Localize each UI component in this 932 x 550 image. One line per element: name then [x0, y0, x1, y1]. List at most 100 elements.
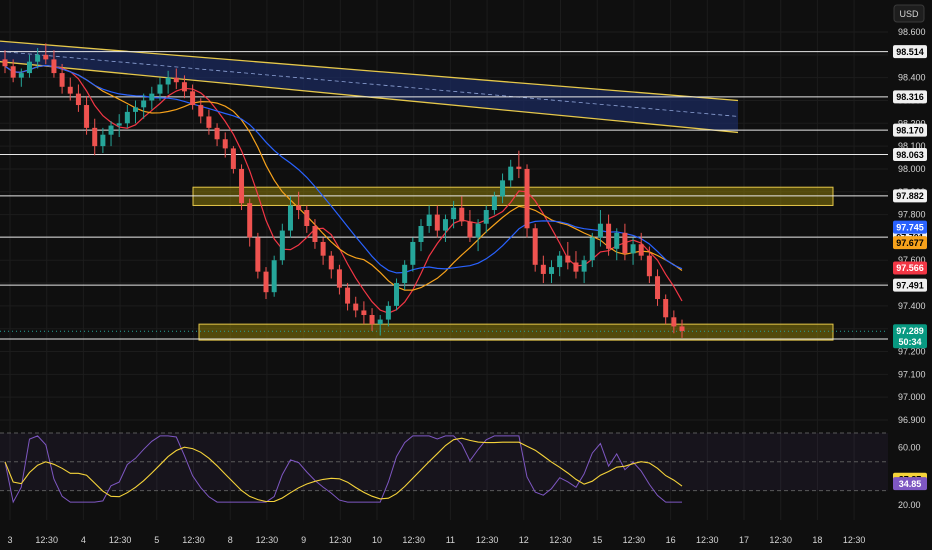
time-tick-label: 17 — [739, 535, 749, 545]
time-tick-label: 10 — [372, 535, 382, 545]
candle-body — [133, 107, 139, 112]
channel-fill[interactable] — [0, 41, 738, 133]
level-tag-r3-bg — [893, 123, 927, 137]
time-tick-label: 8 — [228, 535, 233, 545]
candle-body — [149, 93, 155, 101]
candle-body — [646, 255, 652, 277]
candle-body — [663, 299, 669, 318]
time-tick-label: 12:30 — [256, 535, 279, 545]
candle-body — [304, 210, 310, 226]
level-tag-r2: 98.316 — [896, 92, 924, 102]
candle-body — [508, 166, 514, 181]
level-tag-r7: 97.491 — [896, 280, 924, 290]
time-tick-label: 12:30 — [476, 535, 499, 545]
candle-body — [614, 232, 620, 249]
candle-body — [581, 260, 587, 272]
last-price-tag: 97.289 — [896, 326, 924, 336]
level-tag-r1: 98.514 — [896, 47, 924, 57]
candle-body — [573, 262, 579, 272]
time-tick-label: 3 — [7, 535, 12, 545]
candle-body — [312, 226, 318, 242]
candle-body — [532, 228, 538, 265]
time-tick-label: 12 — [519, 535, 529, 545]
candle-body — [442, 219, 448, 231]
ma-tag-ma-orange: 97.677 — [896, 238, 924, 248]
candle-body — [198, 105, 204, 117]
candle-body — [26, 61, 32, 74]
candle-body — [671, 317, 677, 327]
price-tick-label: 98.100 — [898, 141, 926, 151]
time-tick-label: 11 — [446, 535, 455, 545]
candle-body — [10, 66, 16, 78]
candle-body — [141, 100, 147, 108]
candle-body — [418, 226, 424, 242]
candle-body — [51, 59, 57, 74]
support-zone[interactable] — [198, 323, 834, 341]
countdown-tag: 50:34 — [898, 337, 921, 347]
ma-tag-ma-blue-bg — [893, 220, 927, 234]
time-tick-label: 12:30 — [843, 535, 866, 545]
candle-body — [247, 203, 253, 238]
candle-body — [230, 148, 236, 169]
currency-button[interactable]: USD — [893, 4, 925, 23]
candle-body — [524, 168, 530, 229]
time-tick-label: 12:30 — [109, 535, 132, 545]
time-tick-label: 9 — [301, 535, 306, 545]
time-tick-label: 12:30 — [182, 535, 205, 545]
candle-body — [548, 267, 554, 274]
candle-body — [353, 303, 359, 311]
candle-body — [361, 310, 367, 316]
candle-body — [320, 241, 326, 256]
candle-body — [459, 207, 465, 222]
level-tag-r1-bg — [893, 45, 927, 59]
candle-body — [377, 319, 383, 325]
price-tick-label: 98.600 — [898, 27, 926, 37]
time-tick-label: 12:30 — [623, 535, 646, 545]
time-tick-label: 15 — [592, 535, 602, 545]
candle-body — [222, 139, 228, 149]
price-tick-label: 97.200 — [898, 347, 926, 357]
time-tick-label: 12:30 — [549, 535, 572, 545]
candle-body — [59, 73, 65, 87]
candle-body — [589, 237, 595, 261]
ma-tag-ma-red-bg — [893, 261, 927, 275]
candle-body — [638, 244, 644, 256]
candle-body — [491, 196, 497, 211]
channel-upper-line[interactable] — [0, 40, 739, 102]
candle-body — [385, 305, 391, 320]
price-axis[interactable]: 98.60098.50098.40098.30098.20098.10098.0… — [888, 0, 932, 550]
candle-body — [434, 214, 440, 231]
candle-body — [296, 205, 302, 211]
candle-body — [206, 116, 212, 128]
candle-body — [622, 232, 628, 254]
rsi-line — [4, 435, 682, 504]
candle-body — [124, 111, 130, 124]
level-tag-r7-bg — [893, 278, 927, 292]
price-tick-label: 97.400 — [898, 301, 926, 311]
ma-orange-line — [4, 64, 683, 291]
time-tick-label: 12:30 — [35, 535, 58, 545]
candle-body — [181, 82, 187, 92]
candle-body — [67, 86, 73, 94]
rsi-tag-rsi-bg — [893, 477, 927, 491]
candle-body — [255, 237, 261, 272]
ma-tag-ma-blue: 97.745 — [896, 222, 924, 232]
time-tick-label: 12:30 — [769, 535, 792, 545]
level-tag-r2-bg — [893, 90, 927, 104]
candle-body — [157, 84, 163, 94]
rsi-panel — [0, 432, 888, 504]
time-axis[interactable]: 3 12:30 4 12:30 5 12:30 8 12:30 9 12:30 10 12:30 11 1… — [0, 530, 888, 550]
level-tag-r4: 98.063 — [896, 150, 924, 160]
candle-body — [263, 271, 269, 293]
candle-body — [271, 260, 277, 293]
candle-body — [35, 54, 41, 62]
level-tag-r5-bg — [893, 189, 927, 203]
price-tick-label: 96.900 — [898, 415, 926, 425]
candle-body — [75, 93, 81, 106]
candle-body — [279, 230, 285, 261]
time-tick-label: 4 — [81, 535, 86, 545]
candle-body — [345, 287, 351, 304]
time-tick-label: 18 — [812, 535, 822, 545]
candle-body — [410, 241, 416, 265]
